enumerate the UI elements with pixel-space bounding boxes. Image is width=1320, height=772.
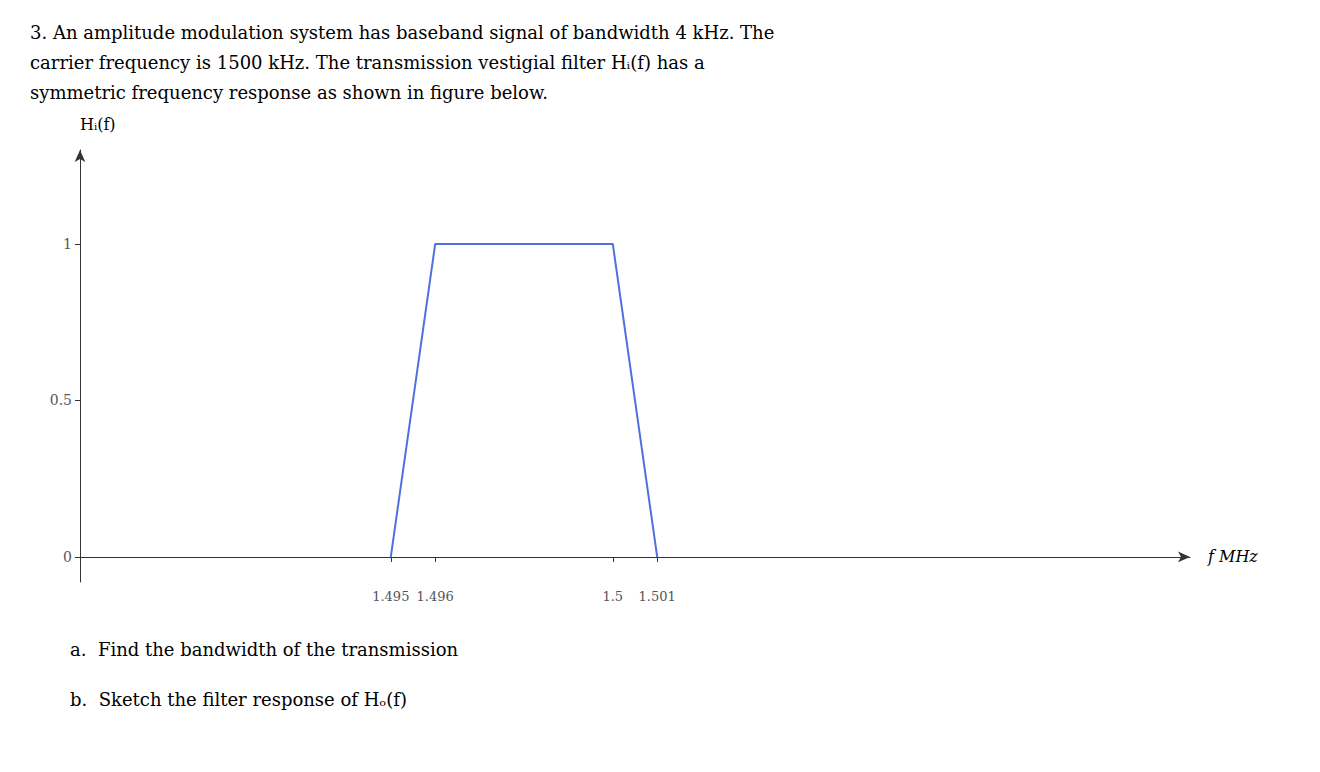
- svg-text:1.5: 1.5: [602, 589, 623, 604]
- svg-text:carrier frequency is 1500 kHz.: carrier frequency is 1500 kHz. The trans…: [30, 52, 705, 73]
- svg-text:3. An amplitude modulation sys: 3. An amplitude modulation system has ba…: [30, 22, 774, 43]
- svg-text:0: 0: [63, 549, 72, 565]
- svg-text:b. Sketch the filter response: b. Sketch the filter response of Hₒ(f): [70, 689, 407, 710]
- svg-text:a. Find the bandwidth of the: a. Find the bandwidth of the transmissio…: [70, 639, 458, 660]
- svg-text:1.495: 1.495: [372, 589, 409, 604]
- svg-text:1: 1: [63, 236, 72, 252]
- svg-text:1.501: 1.501: [639, 589, 676, 604]
- svg-text:symmetric frequency response a: symmetric frequency response as shown in…: [30, 82, 548, 103]
- svg-text:1.496: 1.496: [417, 589, 454, 604]
- svg-text:Hᵢ(f): Hᵢ(f): [80, 115, 116, 134]
- svg-text:0.5: 0.5: [50, 392, 72, 408]
- svg-text:f MHz: f MHz: [1207, 547, 1258, 566]
